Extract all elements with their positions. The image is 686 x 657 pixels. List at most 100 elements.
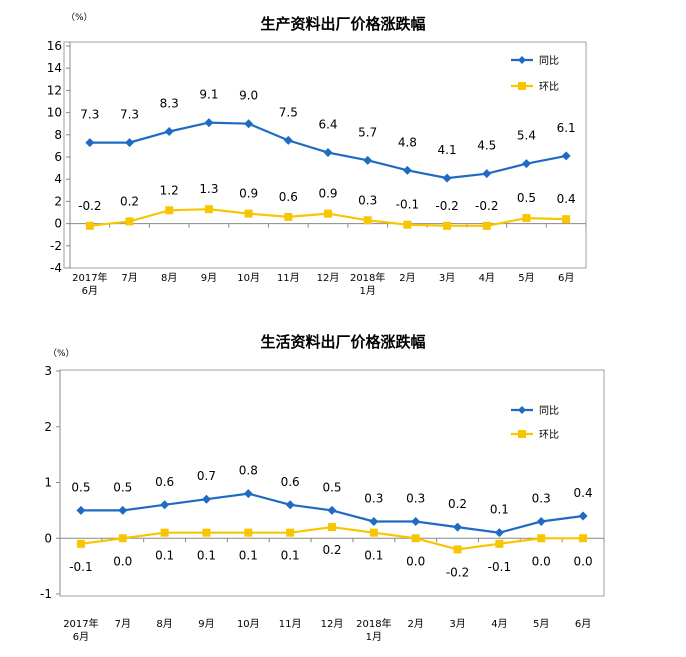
x-tick-label-line: 1月: [360, 285, 376, 297]
data-label-yoy: 6.1: [557, 121, 576, 135]
data-point-mom: [165, 206, 174, 215]
legend-marker-mom: [518, 430, 526, 438]
x-tick-label: 8月: [161, 272, 177, 284]
legend-label-mom: 环比: [539, 429, 559, 441]
x-tick-label-line: 1月: [366, 631, 382, 643]
data-point-yoy: [482, 169, 492, 179]
data-point-yoy: [402, 165, 412, 175]
data-point-yoy: [243, 489, 253, 499]
x-tick-label-line: 6月: [558, 272, 574, 284]
data-point-mom: [118, 534, 127, 543]
data-point-yoy: [76, 505, 86, 515]
data-point-mom: [328, 523, 336, 532]
data-point-yoy: [411, 517, 421, 527]
data-label-yoy: 4.8: [398, 135, 417, 149]
data-label-mom: 0.1: [364, 549, 383, 563]
data-point-yoy: [201, 494, 211, 504]
legend-marker-mom: [518, 82, 526, 90]
chart-title: 生活资料出厂价格涨跌幅: [260, 333, 425, 351]
x-tick-label: 2017年 6月: [63, 617, 98, 643]
data-label-mom: 0.1: [281, 549, 300, 563]
data-label-mom: -0.1: [396, 198, 419, 212]
data-label-mom: 1.2: [160, 183, 179, 197]
data-label-mom: -0.2: [78, 199, 101, 213]
legend-label-mom: 环比: [539, 81, 559, 93]
x-tick-label-line: 9月: [198, 618, 214, 630]
data-point-mom: [453, 545, 462, 554]
data-label-yoy: 7.5: [279, 105, 298, 119]
x-tick-label: 12月: [321, 618, 344, 630]
x-tick-label: 10月: [237, 618, 260, 630]
x-tick-label: 11月: [279, 618, 302, 630]
x-tick-label: 6月: [575, 618, 591, 630]
y-tick-label: 2: [54, 194, 62, 208]
legend-marker-yoy: [518, 56, 526, 64]
x-tick-label-line: 7月: [115, 618, 131, 630]
y-tick-label: 12: [47, 83, 62, 97]
data-point-mom: [202, 528, 211, 537]
data-label-yoy: 0.1: [490, 503, 509, 517]
x-tick-label-line: 6月: [73, 631, 89, 643]
x-tick-label: 3月: [449, 618, 465, 630]
x-tick-label-line: 10月: [237, 272, 260, 284]
data-label-yoy: 0.6: [155, 475, 174, 489]
x-tick-label: 10月: [237, 272, 260, 284]
data-point-mom: [562, 215, 571, 224]
y-tick-label: 1: [44, 476, 52, 490]
data-point-yoy: [369, 517, 379, 527]
data-point-yoy: [85, 138, 95, 148]
y-tick-label: -2: [50, 239, 62, 253]
data-label-mom: 0.0: [113, 554, 132, 568]
data-point-mom: [369, 528, 378, 537]
x-tick-label: 8月: [156, 618, 172, 630]
x-tick-label: 5月: [533, 618, 549, 630]
data-point-mom: [160, 528, 169, 537]
data-point-mom: [76, 539, 85, 548]
data-point-mom: [495, 539, 504, 548]
data-label-mom: -0.2: [435, 199, 458, 213]
x-tick-label-line: 3月: [439, 272, 455, 284]
y-unit-label: （%）: [48, 348, 75, 359]
data-point-yoy: [244, 119, 254, 129]
y-tick-label: -1: [40, 587, 52, 601]
data-point-yoy: [204, 118, 214, 128]
y-tick-label: 4: [54, 172, 62, 186]
x-tick-label: 5月: [518, 272, 534, 284]
data-label-mom: 0.2: [322, 543, 341, 557]
data-label-yoy: 0.3: [364, 492, 383, 506]
data-label-yoy: 5.7: [358, 125, 377, 139]
data-point-mom: [363, 216, 372, 225]
x-tick-label: 4月: [479, 272, 495, 284]
data-label-mom: 0.1: [155, 549, 174, 563]
data-point-yoy: [494, 528, 504, 538]
data-label-yoy: 0.5: [71, 480, 90, 494]
data-point-yoy: [521, 159, 531, 169]
x-tick-label: 3月: [439, 272, 455, 284]
y-tick-label: 6: [54, 150, 62, 164]
x-tick-label-line: 2月: [399, 272, 415, 284]
x-tick-label: 2018年 1月: [356, 617, 391, 643]
x-tick-label-line: 11月: [277, 272, 300, 284]
data-label-yoy: 0.5: [322, 480, 341, 494]
data-label-mom: -0.2: [446, 565, 469, 579]
x-tick-label-line: 6月: [575, 618, 591, 630]
data-label-yoy: 0.7: [197, 469, 216, 483]
x-tick-label: 12月: [317, 272, 340, 284]
data-label-yoy: 0.3: [406, 492, 425, 506]
data-point-mom: [403, 220, 412, 229]
data-point-yoy: [160, 500, 170, 510]
y-tick-label: 0: [44, 531, 52, 545]
x-tick-label: 9月: [201, 272, 217, 284]
y-tick-label: 3: [44, 364, 52, 378]
x-tick-label-line: 11月: [279, 618, 302, 630]
data-label-mom: 0.1: [239, 549, 258, 563]
data-point-mom: [443, 221, 452, 230]
y-tick-label: 10: [47, 106, 62, 120]
data-point-yoy: [285, 500, 295, 510]
x-tick-label: 9月: [198, 618, 214, 630]
x-tick-label-line: 8月: [156, 618, 172, 630]
data-label-yoy: 9.1: [199, 88, 218, 102]
x-tick-label: 2月: [399, 272, 415, 284]
data-label-yoy: 0.3: [532, 492, 551, 506]
